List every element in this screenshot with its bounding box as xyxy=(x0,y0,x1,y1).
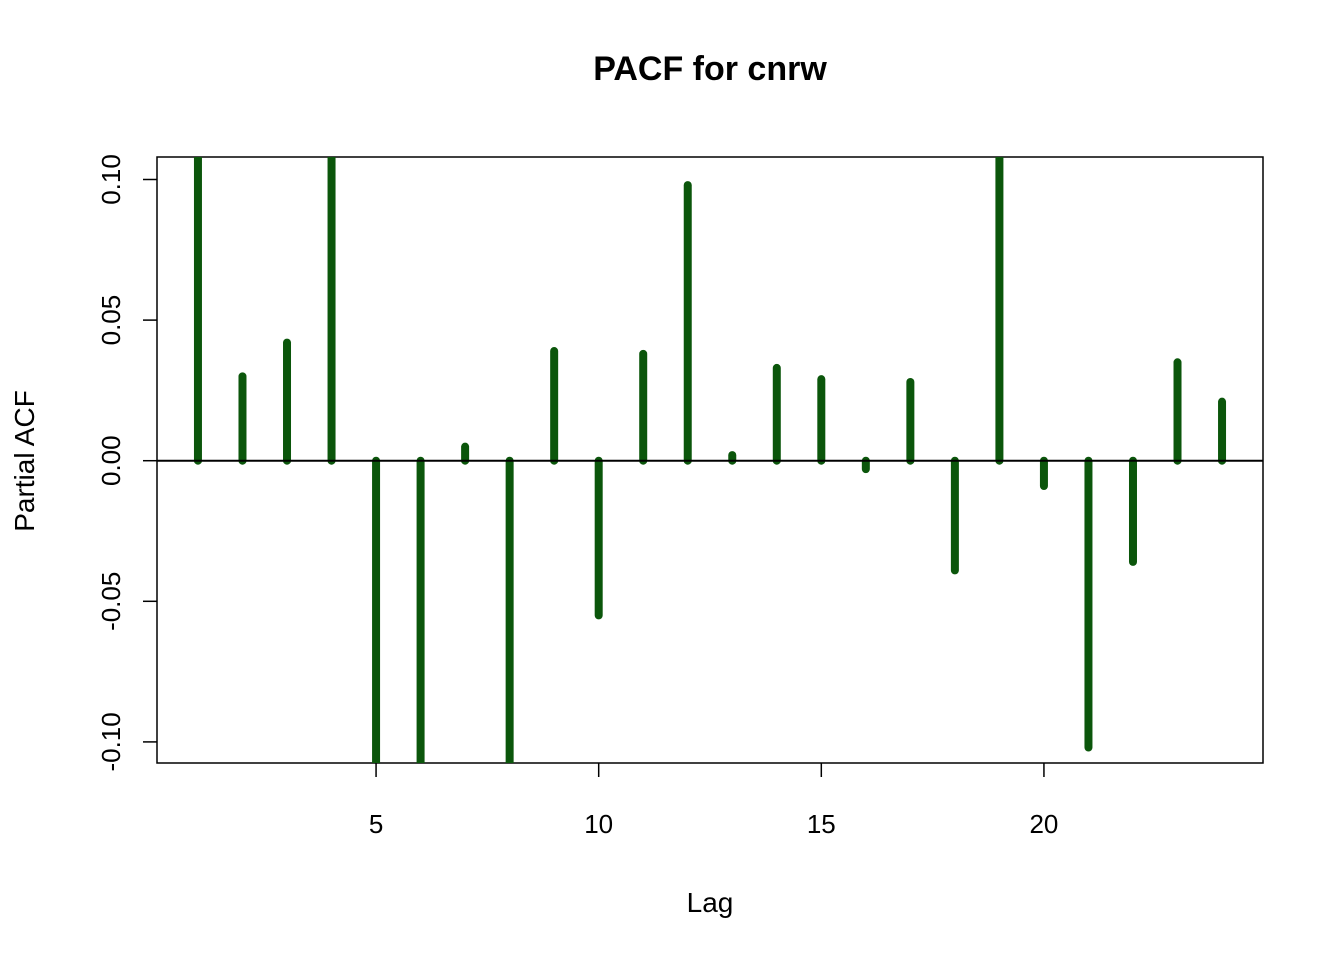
chart-title: PACF for cnrw xyxy=(593,50,827,88)
y-tick-label: 0.05 xyxy=(96,295,126,346)
y-tick-label: -0.10 xyxy=(96,712,126,771)
y-tick-label: -0.05 xyxy=(96,572,126,631)
y-tick-label: 0.00 xyxy=(96,435,126,486)
x-tick-label: 15 xyxy=(807,809,836,839)
x-axis-label: Lag xyxy=(687,887,734,918)
x-tick-label: 20 xyxy=(1029,809,1058,839)
y-tick-label: 0.10 xyxy=(96,154,126,205)
bars xyxy=(193,157,1227,763)
y-axis-label: Partial ACF xyxy=(9,390,40,532)
x-tick-label: 10 xyxy=(584,809,613,839)
x-tick-label: 5 xyxy=(369,809,383,839)
